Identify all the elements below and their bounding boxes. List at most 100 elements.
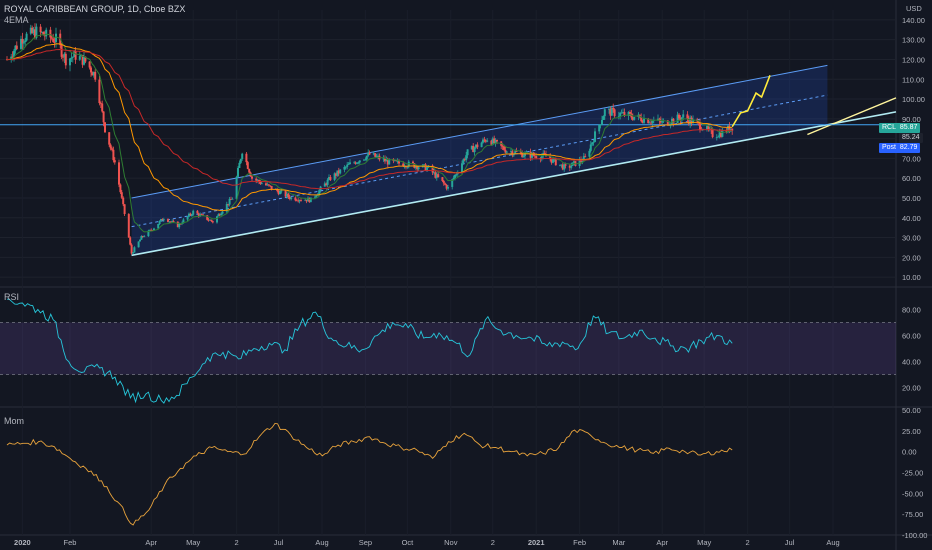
candle-body	[396, 160, 399, 162]
candle-body	[554, 158, 557, 166]
candle-body	[631, 117, 634, 120]
candle-body	[515, 151, 518, 152]
candle-body	[200, 214, 203, 216]
time-tick-label: Sep	[359, 538, 372, 547]
candle-body	[221, 211, 224, 214]
post-market-tag: Post 82.79	[879, 143, 921, 153]
candle-body	[150, 229, 153, 231]
candle-body	[130, 244, 133, 254]
candle-body	[256, 180, 259, 181]
time-tick-label: 2021	[528, 538, 545, 547]
candle-body	[43, 35, 46, 37]
candle-body	[706, 126, 708, 130]
price-tick-label: 40.00	[902, 214, 921, 223]
candle-body	[259, 181, 262, 184]
price-tick-label: 130.00	[902, 36, 925, 45]
mom-pane-label: Mom	[4, 416, 24, 426]
indicator-label: 4EMA	[4, 15, 29, 25]
candle-body	[676, 114, 679, 124]
candle-body	[521, 152, 524, 158]
candle-body	[13, 50, 15, 57]
candle-body	[88, 61, 91, 68]
candle-body	[69, 58, 71, 66]
candle-body	[452, 177, 455, 180]
candle-body	[718, 132, 721, 137]
channel-upper-line	[131, 64, 828, 199]
candle-body	[424, 164, 427, 171]
candle-body	[727, 125, 729, 133]
candle-body	[314, 196, 316, 198]
candle-body	[157, 224, 160, 229]
candle-body	[494, 139, 497, 144]
candle-body	[531, 152, 533, 158]
candle-body	[169, 221, 172, 223]
candle-body	[592, 141, 595, 143]
time-tick-label: May	[697, 538, 711, 547]
time-tick-label: 2	[491, 538, 495, 547]
candle-body	[648, 122, 651, 124]
candle-body	[661, 120, 664, 123]
candle-body	[32, 29, 35, 33]
candle-body	[21, 38, 24, 44]
candle-body	[358, 160, 361, 163]
candle-body	[682, 114, 685, 118]
candle-body	[20, 38, 22, 49]
candle-body	[610, 107, 613, 116]
candle-body	[202, 214, 204, 216]
candle-body	[407, 161, 410, 167]
candle-body	[158, 221, 161, 225]
currency-label: USD	[906, 4, 922, 13]
ema-fast-line	[6, 33, 733, 233]
candle-body	[162, 219, 165, 221]
candle-body	[24, 40, 27, 43]
candle-body	[435, 174, 438, 178]
rsi-line	[6, 298, 733, 404]
candle-body	[270, 185, 273, 190]
candle-body	[559, 164, 561, 166]
candle-body	[447, 186, 449, 189]
candle-body	[108, 132, 111, 145]
candle-body	[437, 174, 440, 178]
candle-body	[286, 193, 288, 197]
post-tag-value: 82.79	[899, 144, 918, 151]
candle-body	[91, 72, 94, 76]
mom-tick-label: -75.00	[902, 510, 923, 519]
candle-body	[238, 162, 241, 169]
candle-body	[543, 153, 546, 155]
candle-body	[55, 33, 57, 43]
candle-body	[328, 176, 330, 180]
candle-body	[132, 252, 134, 254]
time-tick-label: Jul	[785, 538, 795, 547]
candle-body	[385, 159, 388, 162]
candle-body	[454, 174, 456, 178]
candle-body	[35, 26, 38, 38]
post-tag-label: Post	[882, 144, 897, 151]
candle-body	[603, 109, 606, 117]
candle-body	[119, 184, 122, 193]
candle-body	[298, 200, 301, 202]
candle-body	[511, 151, 514, 156]
candle-body	[493, 138, 496, 144]
candle-body	[34, 29, 36, 38]
candle-body	[504, 149, 507, 153]
candle-body	[561, 164, 564, 170]
price-tick-label: 90.00	[902, 115, 921, 124]
candle-body	[102, 111, 105, 123]
candle-body	[692, 119, 694, 124]
candle-body	[297, 200, 300, 202]
candle-body	[218, 214, 221, 216]
candle-body	[118, 162, 120, 185]
candle-body	[14, 45, 17, 51]
time-tick-label: Aug	[826, 538, 839, 547]
candle-body	[137, 241, 140, 248]
candle-body	[398, 160, 400, 164]
candle-body	[720, 132, 722, 137]
chart-title: ROYAL CARIBBEAN GROUP, 1D, Cboe BZX	[4, 4, 186, 14]
candle-body	[49, 29, 52, 38]
candle-body	[451, 179, 454, 187]
candle-body	[483, 139, 486, 141]
candle-body	[463, 159, 466, 161]
candle-body	[403, 166, 406, 168]
candle-body	[466, 149, 469, 156]
